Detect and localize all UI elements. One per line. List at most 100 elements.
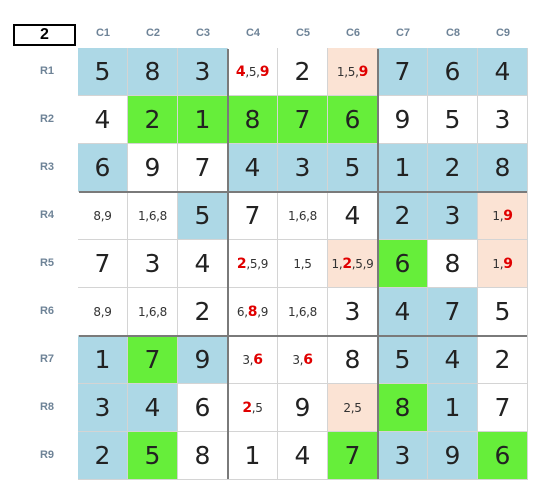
sudoku-cell[interactable]: 7 xyxy=(428,288,478,336)
step-number: 2 xyxy=(40,26,49,43)
sudoku-cell[interactable]: 7 xyxy=(228,192,278,240)
sudoku-cell[interactable]: 5 xyxy=(428,96,478,144)
sudoku-cell[interactable]: 2 xyxy=(178,288,228,336)
sudoku-cell[interactable]: 5 xyxy=(128,432,178,480)
step-number-box: 2 xyxy=(13,24,76,46)
candidate-cell[interactable]: 2,5 xyxy=(228,384,278,432)
candidate-text: 8,9 xyxy=(93,304,112,319)
sudoku-cell[interactable]: 3 xyxy=(78,384,128,432)
sudoku-cell[interactable]: 4 xyxy=(178,240,228,288)
sudoku-cell[interactable]: 7 xyxy=(178,144,228,192)
sudoku-cell[interactable]: 2 xyxy=(478,336,528,384)
sudoku-cell[interactable]: 2 xyxy=(128,96,178,144)
sudoku-cell[interactable]: 1 xyxy=(428,384,478,432)
candidate-text: 1,6,8 xyxy=(287,304,318,319)
sudoku-cell[interactable]: 4 xyxy=(278,432,328,480)
candidate-text: 8,9 xyxy=(93,208,112,223)
sudoku-cell[interactable]: 7 xyxy=(278,96,328,144)
sudoku-cell[interactable]: 3 xyxy=(378,432,428,480)
candidate-cell[interactable]: 1,5,9 xyxy=(328,48,378,96)
sudoku-cell[interactable]: 2 xyxy=(78,432,128,480)
candidate-cell[interactable]: 1,9 xyxy=(478,240,528,288)
candidate-cell[interactable]: 2,5 xyxy=(328,384,378,432)
sudoku-cell[interactable]: 6 xyxy=(78,144,128,192)
sudoku-cell[interactable]: 5 xyxy=(478,288,528,336)
sudoku-cell[interactable]: 1 xyxy=(178,96,228,144)
candidate-text: 1,6,8 xyxy=(287,208,318,223)
candidate-cell[interactable]: 1,6,8 xyxy=(278,192,328,240)
sudoku-cell[interactable]: 8 xyxy=(428,240,478,288)
candidate-cell[interactable]: 8,9 xyxy=(78,288,128,336)
candidate-cell[interactable]: 1,6,8 xyxy=(128,192,178,240)
candidate-cell[interactable]: 3, 6 xyxy=(278,336,328,384)
sudoku-cell[interactable]: 7 xyxy=(328,432,378,480)
sudoku-cell[interactable]: 7 xyxy=(78,240,128,288)
sudoku-cell[interactable]: 2 xyxy=(428,144,478,192)
sudoku-cell[interactable]: 5 xyxy=(178,192,228,240)
sudoku-cell[interactable]: 3 xyxy=(178,48,228,96)
sudoku-cell[interactable]: 9 xyxy=(278,384,328,432)
box-divider-horizontal xyxy=(79,335,527,337)
candidate-cell[interactable]: 1,5 xyxy=(278,240,328,288)
candidate-cell[interactable]: 1,6,8 xyxy=(278,288,328,336)
column-header: C4 xyxy=(245,27,261,39)
sudoku-cell[interactable]: 5 xyxy=(378,336,428,384)
sudoku-cell[interactable]: 1 xyxy=(228,432,278,480)
candidate-text: ,5,9 xyxy=(246,256,269,271)
sudoku-cell[interactable]: 4 xyxy=(478,48,528,96)
sudoku-cell[interactable]: 4 xyxy=(428,336,478,384)
candidate-text: 5 xyxy=(248,64,257,79)
candidate-cell[interactable]: 3, 6 xyxy=(228,336,278,384)
candidate-cell[interactable]: 4,5,9 xyxy=(228,48,278,96)
sudoku-cell[interactable]: 4 xyxy=(128,384,178,432)
row-header: R6 xyxy=(39,305,55,317)
sudoku-cell[interactable]: 3 xyxy=(328,288,378,336)
sudoku-cell[interactable]: 3 xyxy=(128,240,178,288)
sudoku-cell[interactable]: 6 xyxy=(478,432,528,480)
sudoku-cell[interactable]: 4 xyxy=(228,144,278,192)
sudoku-cell[interactable]: 7 xyxy=(128,336,178,384)
sudoku-cell[interactable]: 8 xyxy=(478,144,528,192)
candidate-cell[interactable]: 8,9 xyxy=(78,192,128,240)
sudoku-cell[interactable]: 2 xyxy=(378,192,428,240)
sudoku-cell[interactable]: 6 xyxy=(428,48,478,96)
sudoku-cell[interactable]: 4 xyxy=(328,192,378,240)
highlighted-candidate: 9 xyxy=(358,63,369,80)
sudoku-cell[interactable]: 4 xyxy=(378,288,428,336)
sudoku-cell[interactable]: 2 xyxy=(278,48,328,96)
sudoku-cell[interactable]: 8 xyxy=(378,384,428,432)
sudoku-cell[interactable]: 3 xyxy=(428,192,478,240)
candidate-cell[interactable]: 6, 8,9 xyxy=(228,288,278,336)
candidate-cell[interactable]: 1, 2,5,9 xyxy=(328,240,378,288)
sudoku-cell[interactable]: 9 xyxy=(178,336,228,384)
candidate-cell[interactable]: 1,6,8 xyxy=(128,288,178,336)
candidate-cell[interactable]: 1,9 xyxy=(478,192,528,240)
sudoku-cell[interactable]: 9 xyxy=(428,432,478,480)
sudoku-cell[interactable]: 4 xyxy=(78,96,128,144)
sudoku-cell[interactable]: 6 xyxy=(378,240,428,288)
sudoku-cell[interactable]: 3 xyxy=(478,96,528,144)
sudoku-cell[interactable]: 3 xyxy=(278,144,328,192)
sudoku-cell[interactable]: 9 xyxy=(378,96,428,144)
sudoku-cell[interactable]: 6 xyxy=(328,96,378,144)
sudoku-cell[interactable]: 8 xyxy=(228,96,278,144)
column-header: C9 xyxy=(495,27,511,39)
sudoku-cell[interactable]: 7 xyxy=(478,384,528,432)
candidate-text: , xyxy=(355,64,359,79)
candidate-text: 1,6,8 xyxy=(137,304,168,319)
sudoku-cell[interactable]: 1 xyxy=(378,144,428,192)
sudoku-cell[interactable]: 8 xyxy=(328,336,378,384)
sudoku-cell[interactable]: 8 xyxy=(178,432,228,480)
candidate-text: 1 xyxy=(336,64,345,79)
candidate-cell[interactable]: 2,5,9 xyxy=(228,240,278,288)
column-header: C3 xyxy=(195,27,211,39)
sudoku-cell[interactable]: 1 xyxy=(78,336,128,384)
sudoku-cell[interactable]: 7 xyxy=(378,48,428,96)
sudoku-cell[interactable]: 6 xyxy=(178,384,228,432)
sudoku-cell[interactable]: 5 xyxy=(328,144,378,192)
candidate-text: 3, xyxy=(242,352,254,367)
sudoku-cell[interactable]: 8 xyxy=(128,48,178,96)
candidate-text: 1, xyxy=(331,256,343,271)
sudoku-cell[interactable]: 9 xyxy=(128,144,178,192)
sudoku-cell[interactable]: 5 xyxy=(78,48,128,96)
